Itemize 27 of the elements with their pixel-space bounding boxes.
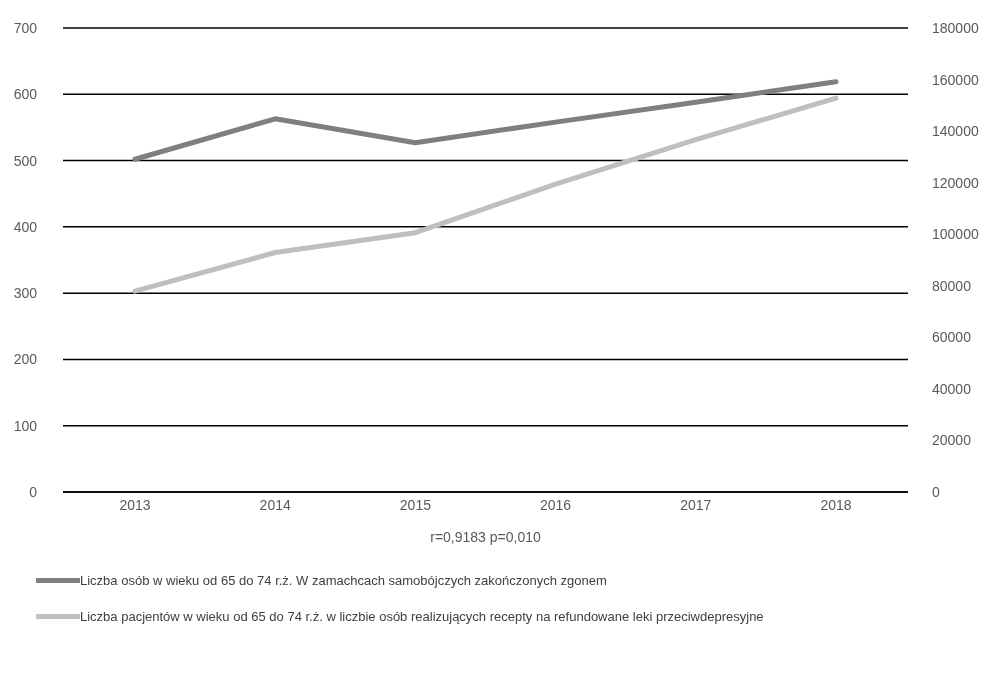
- x-tick-label: 2013: [119, 496, 151, 513]
- legend-label: Liczba pacjentów w wieku od 65 do 74 r.ż. w liczbie osób realizujących recepty na refundowane leki przeciwdepresyjne: [80, 608, 764, 624]
- y2-tick-label: 60000: [932, 329, 972, 346]
- y-tick-label: 700: [13, 19, 38, 36]
- y2-tick-label: 140000: [932, 123, 979, 140]
- text: r=0,9183 p=0,010: [430, 529, 541, 545]
- y2-tick-label: 120000: [932, 174, 979, 191]
- y-tick-label: 300: [13, 285, 38, 302]
- y2-tick-label: 0: [932, 483, 940, 500]
- y2-tick-label: 100000: [932, 226, 979, 243]
- y-tick-label: 400: [13, 218, 38, 235]
- y-tick-label: 0: [29, 483, 38, 500]
- x-tick-label: 2014: [259, 496, 291, 513]
- y-tick-label: 500: [13, 152, 38, 169]
- y2-tick-label: 180000: [932, 19, 979, 36]
- y2-tick-label: 160000: [932, 71, 979, 88]
- y2-tick-label: 80000: [932, 277, 972, 294]
- y-tick-label: 100: [13, 417, 38, 434]
- legend-label: Liczba osób w wieku od 65 do 74 r.ż. W zamachcach samobójczych zakończonych zgonem: [80, 572, 607, 588]
- x-tick-label: 2018: [820, 496, 852, 513]
- x-tick-label: 2016: [540, 496, 572, 513]
- y-tick-label: 600: [13, 86, 38, 103]
- y2-tick-label: 40000: [932, 380, 972, 397]
- y2-tick-label: 20000: [932, 432, 972, 449]
- x-tick-label: 2017: [680, 496, 712, 513]
- x-tick-label: 2015: [399, 496, 432, 513]
- y-tick-label: 200: [13, 351, 38, 368]
